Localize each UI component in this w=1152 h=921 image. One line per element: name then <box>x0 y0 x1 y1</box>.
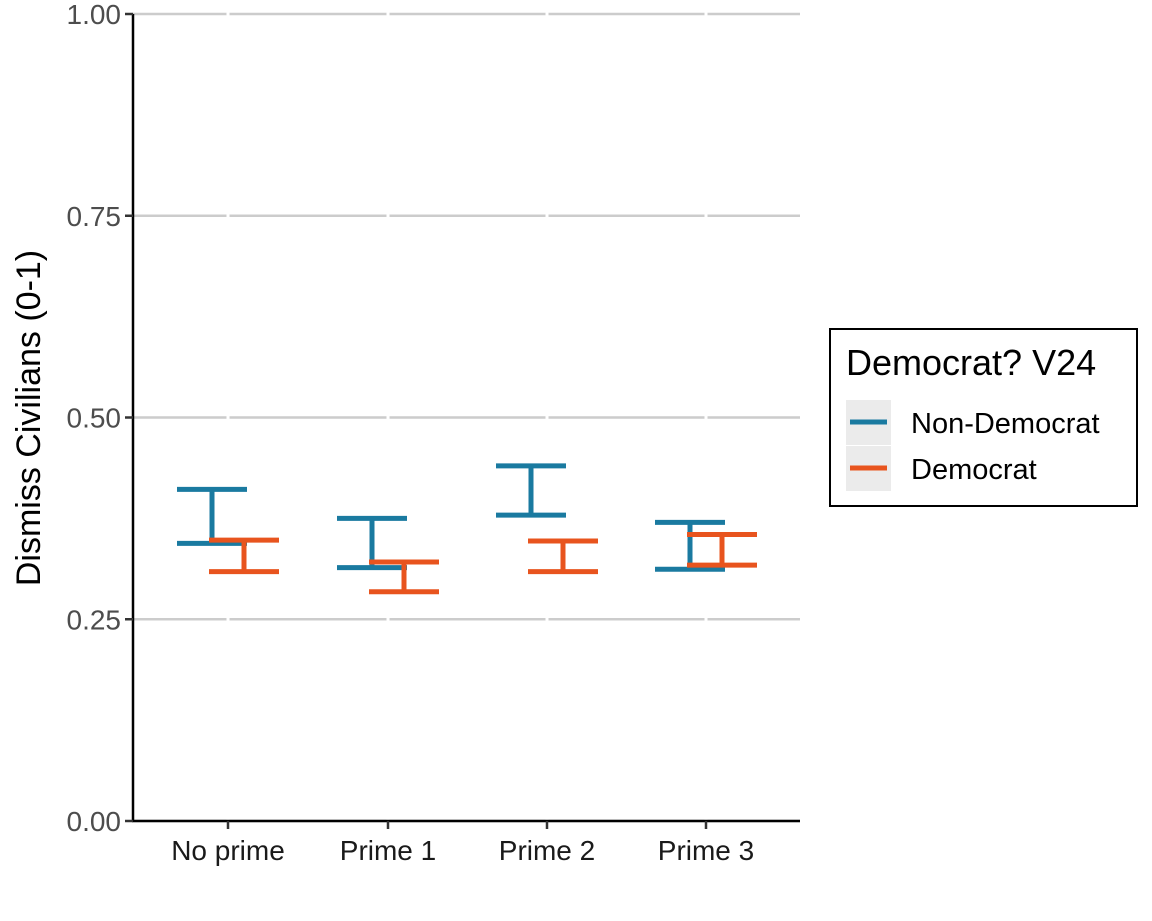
y-tick-label: 0.50 <box>67 403 122 434</box>
legend-title: Democrat? V24 <box>846 342 1096 383</box>
legend: Democrat? V24 Non-Democrat Democrat <box>829 328 1138 507</box>
errorbar <box>496 463 566 518</box>
x-tick-label: Prime 3 <box>658 835 754 866</box>
axes: 0.00 0.25 0.50 0.75 1.00 No prime Prime 1 Prime… <box>67 0 800 866</box>
legend-label: Non-Democrat <box>911 408 1100 440</box>
grid-lines <box>133 12 800 823</box>
series-non-democrat <box>177 463 725 572</box>
legend-label: Democrat <box>911 454 1037 486</box>
errorbar <box>528 538 598 575</box>
y-tick-label: 0.25 <box>67 604 122 635</box>
y-tick-label: 0.00 <box>67 806 122 837</box>
errorbar <box>369 559 439 595</box>
x-tick-label: No prime <box>171 835 285 866</box>
y-axis-title: Dismiss Civilians (0-1) <box>10 250 48 586</box>
errorbar <box>337 515 407 571</box>
errorbar <box>209 537 279 575</box>
x-tick-label: Prime 1 <box>340 835 436 866</box>
y-tick-label: 0.75 <box>67 201 122 232</box>
series-democrat <box>209 532 757 595</box>
errorbar <box>687 532 757 568</box>
error-bars <box>177 463 757 595</box>
x-tick-label: Prime 2 <box>499 835 595 866</box>
errorbar <box>655 519 725 572</box>
y-tick-label: 1.00 <box>67 0 122 30</box>
errorbar <box>177 486 247 546</box>
